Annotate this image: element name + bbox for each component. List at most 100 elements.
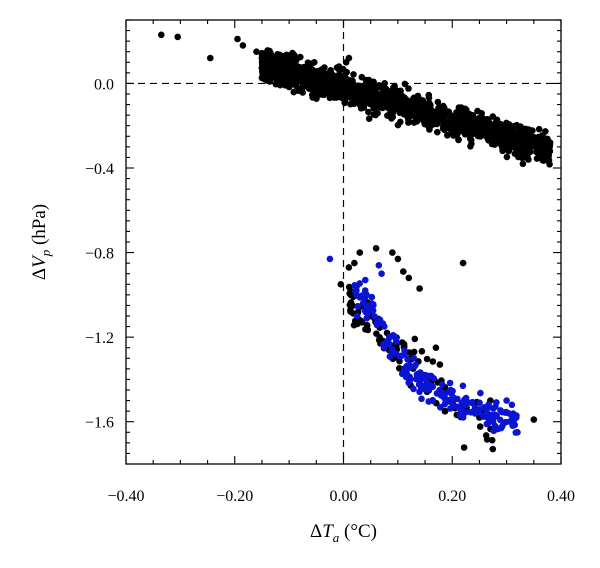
data-point-blue <box>497 407 504 414</box>
x-axis-label: ΔTa (°C) <box>310 521 377 545</box>
data-point-black <box>421 120 429 128</box>
data-point-black <box>423 355 431 363</box>
data-point-blue <box>441 394 448 402</box>
data-point-blue <box>437 404 444 411</box>
data-point-black <box>513 121 520 129</box>
data-point-black <box>365 76 373 84</box>
data-point-blue <box>499 422 506 430</box>
data-point-blue <box>512 429 520 436</box>
data-point-black <box>463 106 470 114</box>
data-point-black <box>308 60 316 67</box>
data-point-black <box>475 130 482 138</box>
data-point-blue <box>351 282 358 289</box>
data-point-black <box>347 291 355 299</box>
data-point-blue <box>375 262 383 269</box>
data-point-blue <box>402 373 410 381</box>
data-point-blue <box>476 406 484 413</box>
data-point-black <box>272 80 280 88</box>
data-point-black <box>336 78 343 86</box>
data-point-black <box>326 94 334 102</box>
data-point-black <box>273 70 281 77</box>
data-point-black <box>337 281 345 288</box>
data-point-blue <box>392 334 400 342</box>
data-point-black <box>419 112 427 119</box>
data-point-black <box>518 149 525 157</box>
data-point-black <box>345 264 353 271</box>
data-point-black <box>361 96 368 103</box>
data-point-black <box>459 259 467 267</box>
data-point-black <box>234 35 241 43</box>
data-point-black <box>341 97 349 105</box>
data-point-black <box>313 82 321 90</box>
data-point-black <box>529 138 536 145</box>
y-axis-label: ΔVp (hPa) <box>29 204 53 280</box>
data-point-black <box>353 86 361 94</box>
data-point-black <box>329 76 337 84</box>
data-point-blue <box>362 308 370 316</box>
data-point-black <box>395 91 403 99</box>
data-point-black <box>259 69 266 76</box>
data-point-black <box>331 81 338 89</box>
data-point-black <box>416 285 423 292</box>
data-point-black <box>410 119 418 126</box>
data-point-black <box>455 136 462 143</box>
data-point-black <box>306 76 314 83</box>
data-point-blue <box>487 411 494 419</box>
data-point-black <box>289 49 296 57</box>
data-point-black <box>400 268 407 275</box>
data-point-blue <box>446 379 454 387</box>
data-point-black <box>389 249 396 256</box>
data-point-blue <box>450 402 458 410</box>
data-point-blue <box>381 323 388 330</box>
data-point-blue <box>376 316 384 324</box>
data-point-black <box>401 80 409 88</box>
data-point-blue <box>497 416 504 424</box>
data-point-black <box>455 128 462 136</box>
data-point-black <box>468 140 475 148</box>
data-point-blue <box>510 419 517 426</box>
data-point-blue <box>358 292 366 299</box>
x-tick-label: −0.20 <box>216 488 253 505</box>
data-point-blue <box>436 386 443 394</box>
data-point-blue <box>363 315 370 322</box>
data-point-blue <box>362 276 369 284</box>
x-tick-label: −0.40 <box>107 488 144 505</box>
data-point-black <box>319 68 326 75</box>
data-point-blue <box>429 397 437 405</box>
data-point-blue <box>410 385 417 393</box>
data-point-black <box>511 135 518 142</box>
data-point-black <box>477 114 484 122</box>
data-point-black <box>285 65 293 72</box>
data-point-black <box>394 121 402 129</box>
data-point-black <box>455 104 463 111</box>
data-points <box>158 31 554 453</box>
data-point-black <box>342 59 350 66</box>
data-point-black <box>460 444 468 451</box>
data-point-black <box>276 51 284 59</box>
data-point-blue <box>412 361 419 369</box>
data-point-black <box>542 128 549 135</box>
data-point-black <box>343 68 351 76</box>
data-point-blue <box>410 354 418 362</box>
data-point-black <box>403 101 411 109</box>
data-point-black <box>414 92 422 100</box>
data-point-blue <box>401 347 408 354</box>
data-point-black <box>530 416 538 423</box>
data-point-blue <box>354 303 362 310</box>
data-point-blue <box>438 381 446 388</box>
data-point-black <box>340 83 348 91</box>
data-point-blue <box>447 386 455 394</box>
data-point-black <box>500 129 507 136</box>
data-point-blue <box>459 382 467 390</box>
data-point-black <box>458 120 465 128</box>
data-point-blue <box>326 255 334 263</box>
data-point-blue <box>503 397 510 404</box>
axis-ticks <box>125 19 562 464</box>
data-point-black <box>528 133 535 140</box>
data-point-black <box>253 48 260 55</box>
data-point-black <box>425 91 433 99</box>
data-point-blue <box>507 411 515 419</box>
data-point-blue <box>508 401 516 409</box>
x-tick-label: 0.20 <box>438 488 466 505</box>
data-point-black <box>278 75 286 83</box>
